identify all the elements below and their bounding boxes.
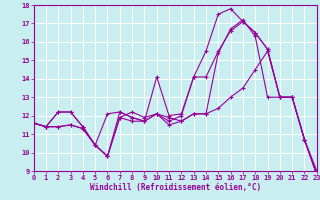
X-axis label: Windchill (Refroidissement éolien,°C): Windchill (Refroidissement éolien,°C): [90, 183, 261, 192]
